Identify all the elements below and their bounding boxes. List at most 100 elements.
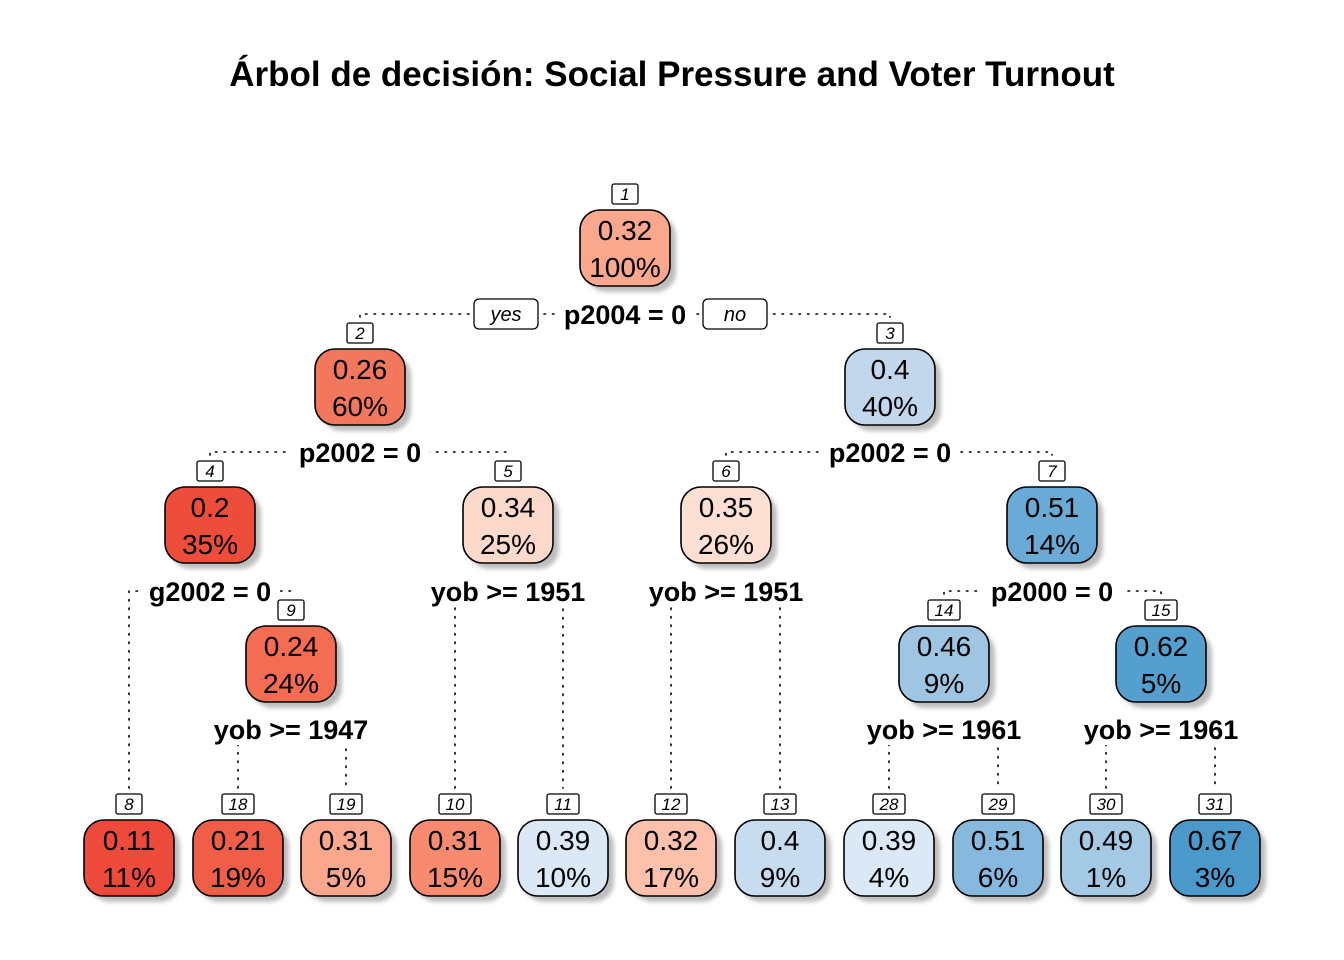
node-value: 0.51 <box>971 825 1026 856</box>
node-id-box <box>981 793 1015 815</box>
node-percent: 40% <box>862 391 918 422</box>
tree-node-29: 0.51 6% 29 <box>952 793 1049 902</box>
tree-node-28: 0.39 4% 28 <box>843 793 940 902</box>
tree-node-19: 0.31 5% 19 <box>300 793 397 902</box>
node-percent: 4% <box>869 862 909 893</box>
node-box <box>1006 486 1098 564</box>
node-value: 0.39 <box>536 825 591 856</box>
node-id-box <box>546 793 580 815</box>
split-label-node-7: p2000 = 0 <box>982 575 1122 607</box>
edge-node-9 <box>237 728 347 789</box>
split-text: yob >= 1951 <box>431 577 586 607</box>
node-value: 0.39 <box>862 825 917 856</box>
node-value: 0.46 <box>917 631 972 662</box>
node-id: 30 <box>1097 795 1116 814</box>
node-id-box <box>712 460 740 482</box>
node-id-box <box>1144 599 1178 621</box>
node-id: 2 <box>354 324 365 343</box>
tree-node-18: 0.21 19% 18 <box>192 793 289 902</box>
node-box <box>300 819 392 897</box>
node-id: 12 <box>662 795 681 814</box>
node-box <box>462 486 554 564</box>
tree-node-13: 0.4 9% 13 <box>734 793 831 902</box>
node-box <box>952 819 1044 897</box>
node-id-box <box>872 793 906 815</box>
no-label: no <box>724 304 746 326</box>
node-percent: 11% <box>102 862 156 893</box>
node-id: 7 <box>1047 462 1057 481</box>
node-value: 0.49 <box>1079 825 1134 856</box>
split-label-node-2: p2002 = 0 <box>290 436 430 468</box>
tree-node-31: 0.67 3% 31 <box>1169 793 1266 902</box>
node-id: 18 <box>229 795 248 814</box>
node-id: 15 <box>1152 601 1171 620</box>
node-percent: 25% <box>480 529 536 560</box>
split-text: yob >= 1951 <box>649 577 804 607</box>
edge-node-2 <box>209 451 509 456</box>
node-percent: 19% <box>210 862 266 893</box>
yes-label: yes <box>488 304 521 326</box>
node-percent: 3% <box>1195 862 1235 893</box>
tree-node-5: 0.34 25% 5 <box>462 460 559 569</box>
node-percent: 26% <box>698 529 754 560</box>
node-box <box>164 486 256 564</box>
tree-node-8: 0.11 11% 8 <box>83 793 180 902</box>
node-value: 0.32 <box>644 825 699 856</box>
node-box <box>83 819 175 897</box>
tree-node-6: 0.35 26% 6 <box>680 460 777 569</box>
split-text: g2002 = 0 <box>149 577 271 607</box>
node-percent: 15% <box>427 862 483 893</box>
node-id: 3 <box>885 324 895 343</box>
node-id-box <box>277 599 305 621</box>
node-value: 0.35 <box>699 492 754 523</box>
node-id: 19 <box>337 795 356 814</box>
split-text: yob >= 1961 <box>867 715 1022 745</box>
node-id: 5 <box>503 462 513 481</box>
split-label-node-14: yob >= 1961 <box>859 713 1029 745</box>
branch-label-no: no <box>702 298 768 330</box>
node-value: 0.26 <box>333 354 388 385</box>
node-value: 0.21 <box>211 825 266 856</box>
node-id-box <box>346 322 374 344</box>
node-percent: 17% <box>643 862 699 893</box>
node-percent: 9% <box>924 668 964 699</box>
node-value: 0.11 <box>103 825 155 856</box>
node-percent: 24% <box>263 668 319 699</box>
split-text: p2000 = 0 <box>991 577 1113 607</box>
tree-node-9: 0.24 24% 9 <box>245 599 342 708</box>
edge-node-1 <box>359 313 891 318</box>
node-box <box>680 486 772 564</box>
node-percent: 6% <box>978 862 1018 893</box>
node-id-box <box>1089 793 1123 815</box>
node-value: 0.51 <box>1025 492 1080 523</box>
node-id: 4 <box>205 462 214 481</box>
node-value: 0.31 <box>319 825 374 856</box>
tree-node-7: 0.51 14% 7 <box>1006 460 1103 569</box>
node-box <box>409 819 501 897</box>
split-label-node-1: p2004 = 0 <box>555 298 695 330</box>
edge-node-6 <box>670 590 781 789</box>
node-box <box>579 209 671 287</box>
node-box <box>625 819 717 897</box>
node-value: 0.34 <box>481 492 536 523</box>
node-id-box <box>329 793 363 815</box>
tree-node-10: 0.31 15% 10 <box>409 793 506 902</box>
node-box <box>245 625 337 703</box>
node-id-box <box>221 793 255 815</box>
node-value: 0.2 <box>191 492 230 523</box>
node-value: 0.32 <box>598 215 653 246</box>
node-id: 10 <box>446 795 465 814</box>
split-text: p2004 = 0 <box>564 300 686 330</box>
tree-node-11: 0.39 10% 11 <box>517 793 614 902</box>
node-box <box>314 348 406 426</box>
tree-node-1: 0.32 100% 1 <box>579 183 676 292</box>
split-label-node-3: p2002 = 0 <box>820 436 960 468</box>
split-label-node-6: yob >= 1951 <box>641 575 811 607</box>
node-id-box <box>654 793 688 815</box>
tree-node-3: 0.4 40% 3 <box>844 322 941 431</box>
node-id: 14 <box>935 601 954 620</box>
node-id: 31 <box>1206 795 1225 814</box>
split-label-node-5: yob >= 1951 <box>423 575 593 607</box>
node-id-box <box>876 322 904 344</box>
node-id: 11 <box>554 795 572 814</box>
